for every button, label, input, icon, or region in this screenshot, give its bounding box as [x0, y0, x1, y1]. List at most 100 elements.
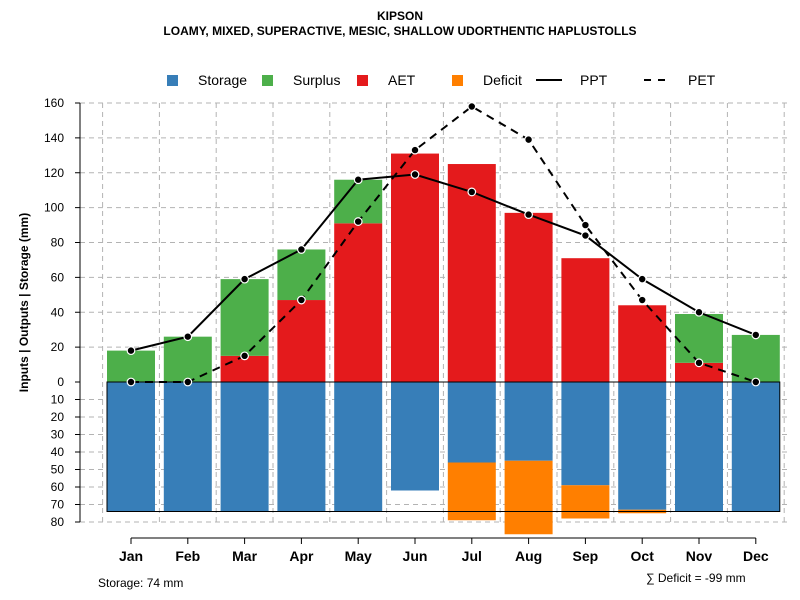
deficit-bar — [447, 462, 496, 521]
y-tick-label: 160 — [44, 96, 64, 110]
pet-point — [410, 145, 420, 155]
x-tick-label: Jun — [403, 548, 428, 564]
storage-bar — [277, 382, 326, 512]
x-tick-label: Jul — [462, 548, 482, 564]
storage-bar — [731, 382, 780, 512]
pet-point — [126, 377, 136, 387]
aet-bar — [391, 153, 439, 382]
legend-label-pet: PET — [688, 72, 716, 88]
deficit-bar — [504, 460, 553, 535]
y-tick-label: 40 — [51, 305, 65, 319]
storage-bar — [561, 382, 610, 486]
pet-point — [297, 295, 306, 305]
storage-bar — [391, 382, 439, 491]
y-tick-label: 20 — [51, 410, 65, 424]
x-tick-label: Jan — [119, 548, 143, 564]
ppt-point — [694, 307, 704, 317]
aet-bar — [277, 300, 326, 382]
y-tick-label: 140 — [44, 131, 64, 145]
ppt-point — [581, 231, 590, 240]
storage-bar — [447, 382, 496, 463]
x-tick-label: May — [345, 548, 372, 564]
surplus-bar — [220, 279, 269, 356]
ppt-point — [637, 274, 647, 284]
aet-bar — [504, 212, 553, 382]
lines — [126, 102, 761, 387]
ppt-line — [130, 173, 757, 352]
axes: 0 20 40 60 80 100 120 140 160 10 20 30 40 50 60 70 80 Inp… — [17, 96, 781, 564]
surplus-bar — [675, 313, 723, 363]
surplus-bar — [107, 350, 155, 382]
ppt-point — [524, 210, 533, 220]
x-tick-label: Sep — [573, 548, 599, 564]
y-tick-label: 50 — [51, 463, 65, 477]
ppt-point — [183, 332, 193, 342]
y-tick-label: 100 — [44, 201, 64, 215]
y-tick-label: 80 — [51, 236, 65, 250]
storage-bar — [675, 382, 723, 512]
ppt-point — [410, 170, 420, 179]
pet-point — [751, 377, 761, 387]
surplus-bar — [277, 249, 326, 301]
legend-swatch-deficit — [452, 75, 463, 86]
x-tick-label: Mar — [232, 548, 257, 564]
storage-bar — [163, 382, 212, 512]
x-tick-label: Oct — [631, 548, 655, 564]
aet-bar — [447, 164, 496, 382]
y-tick-label: 120 — [44, 166, 64, 180]
legend-swatch-aet — [357, 75, 368, 86]
legend-label-surplus: Surplus — [293, 72, 340, 88]
pet-point — [467, 102, 477, 111]
storage-bar — [107, 382, 155, 512]
storage-bar — [334, 382, 383, 512]
pet-point — [183, 377, 193, 387]
legend-label-deficit: Deficit — [483, 72, 522, 88]
x-tick-label: Nov — [686, 548, 713, 564]
surplus-bar — [334, 179, 383, 224]
pet-point — [524, 135, 533, 145]
y-axis-label: Inputs | Outputs | Storage (mm) — [17, 213, 31, 392]
pet-point — [637, 295, 647, 305]
storage-label: Storage: 74 mm — [98, 576, 184, 590]
legend: Storage Surplus AET Deficit PPT PET — [167, 72, 716, 88]
aet-bar — [618, 305, 667, 382]
storage-bar — [504, 382, 553, 461]
deficit-total-label: ∑ Deficit = -99 mm — [646, 571, 746, 585]
pet-point — [581, 220, 590, 230]
ppt-point — [297, 245, 306, 254]
y-tick-label: 20 — [51, 340, 65, 354]
aet-bar — [561, 258, 610, 382]
chart-subtitle: LOAMY, MIXED, SUPERACTIVE, MESIC, SHALLO… — [163, 24, 637, 38]
ppt-point — [126, 346, 136, 356]
legend-label-ppt: PPT — [580, 72, 608, 88]
bars — [107, 153, 780, 535]
ppt-point — [353, 175, 363, 185]
aet-bar — [334, 223, 383, 382]
pet-line — [131, 105, 757, 383]
surplus-bar — [731, 334, 780, 382]
ppt-point — [240, 274, 250, 284]
storage-bar — [618, 382, 667, 510]
deficit-bar — [561, 485, 610, 519]
pet-point — [353, 217, 363, 226]
legend-swatch-storage — [167, 75, 178, 86]
legend-label-storage: Storage — [198, 72, 247, 88]
x-tick-label: Feb — [175, 548, 200, 564]
y-tick-label: 0 — [57, 375, 64, 389]
y-tick-label: 60 — [51, 270, 65, 284]
legend-swatch-surplus — [262, 75, 273, 86]
y-tick-label: 60 — [51, 480, 65, 494]
y-tick-label: 30 — [51, 428, 65, 442]
storage-bar — [220, 382, 269, 512]
y-tick-label: 10 — [51, 393, 65, 407]
x-tick-label: Aug — [515, 548, 542, 564]
ppt-point — [467, 187, 477, 197]
x-tick-label: Apr — [289, 548, 314, 564]
pet-point — [240, 351, 250, 361]
pet-point — [694, 358, 704, 368]
y-tick-label: 70 — [51, 498, 65, 512]
ppt-point — [751, 330, 761, 340]
legend-label-aet: AET — [388, 72, 416, 88]
x-tick-label: Dec — [743, 548, 769, 564]
